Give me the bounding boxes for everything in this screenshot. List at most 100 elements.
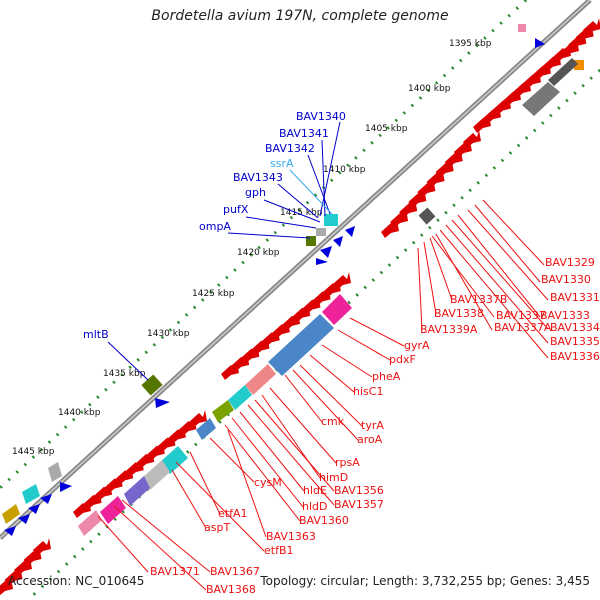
gene-label-rpsA[interactable]: rpsA	[335, 456, 360, 469]
leader-line	[417, 247, 423, 331]
cog-block	[142, 460, 170, 490]
gene-label-BAV1333[interactable]: BAV1333	[540, 309, 590, 322]
gene-arrow-forward	[231, 353, 250, 372]
gene-arrow-forward	[146, 442, 165, 461]
leader-line	[263, 199, 321, 223]
gene-label-BAV1371[interactable]: BAV1371	[150, 565, 200, 578]
gene-label-pheA[interactable]: pheA	[372, 370, 401, 383]
leader-line	[224, 424, 301, 522]
gene-arrow-forward	[333, 272, 351, 290]
gene-label-ssrA[interactable]: ssrA	[270, 157, 294, 170]
cog-block	[268, 314, 334, 376]
gene-label-mltB[interactable]: mltB	[83, 328, 109, 341]
gene-label-BAV1357[interactable]: BAV1357	[334, 498, 384, 511]
leader-line	[429, 237, 453, 301]
gene-label-gyrA[interactable]: gyrA	[404, 339, 430, 352]
gene-label-BAV1337[interactable]: BAV1337	[496, 309, 546, 322]
gene-arrow-forward	[241, 345, 260, 364]
gene-label-gph[interactable]: gph	[245, 186, 266, 199]
gene-arrow-forward	[463, 130, 481, 148]
gene-label-cmk[interactable]: cmk	[321, 415, 345, 428]
gene-label-aspT[interactable]: aspT	[204, 521, 230, 534]
gene-label-BAV1367[interactable]: BAV1367	[210, 565, 260, 578]
leader-line	[423, 241, 437, 315]
leader-line	[189, 451, 221, 515]
gene-label-himD[interactable]: himD	[319, 471, 348, 484]
gene-arrow-forward	[583, 18, 600, 36]
gene-label-aroA[interactable]: aroA	[357, 433, 383, 446]
gene-arrow-forward	[271, 321, 290, 340]
cog-block	[196, 418, 216, 440]
cog-block	[160, 446, 188, 474]
leader-line	[337, 329, 391, 361]
gene-label-etfB1[interactable]: etfB1	[264, 544, 294, 557]
cog-block	[324, 214, 338, 226]
gene-label-hldE[interactable]: hldE	[303, 484, 327, 497]
gene-label-BAV1337B[interactable]: BAV1337B	[450, 293, 507, 306]
gene-label-BAV1335[interactable]: BAV1335	[550, 335, 600, 348]
gene-arrow-forward	[399, 200, 418, 218]
gene-label-BAV1342[interactable]: BAV1342	[265, 142, 315, 155]
cog-block	[306, 236, 316, 246]
gene-arrow-reverse	[60, 482, 72, 492]
gene-label-BAV1368[interactable]: BAV1368	[206, 583, 256, 596]
leader-line	[239, 411, 305, 492]
gene-arrow-forward	[167, 426, 186, 445]
gene-arrow-forward	[426, 170, 445, 188]
gene-label-BAV1329[interactable]: BAV1329	[545, 256, 595, 269]
cog-block	[574, 60, 584, 70]
gene-arrow-forward	[4, 568, 23, 586]
cog-block	[2, 504, 20, 524]
cog-block	[518, 24, 526, 32]
leader-line	[431, 235, 495, 318]
gene-label-BAV1360[interactable]: BAV1360	[299, 514, 349, 527]
gene-arrow-forward	[417, 180, 436, 198]
gene-arrow-forward	[0, 578, 13, 596]
gene-label-BAV1334[interactable]: BAV1334	[550, 321, 600, 334]
gene-label-BAV1343[interactable]: BAV1343	[233, 171, 283, 184]
kbp-tick: 1430 kbp	[147, 329, 190, 339]
leader-line	[457, 214, 541, 318]
kbp-tick: 1420 kbp	[237, 248, 280, 258]
gene-label-cysM[interactable]: cysM	[254, 476, 282, 489]
leader-line	[175, 461, 265, 552]
leader-line	[307, 154, 331, 215]
gene-label-BAV1338[interactable]: BAV1338	[434, 307, 484, 320]
gene-label-BAV1337A[interactable]: BAV1337A	[494, 321, 552, 334]
gene-arrow-forward	[408, 190, 427, 208]
gene-label-ompA[interactable]: ompA	[199, 220, 231, 233]
cog-block	[548, 58, 578, 86]
gene-arrow-reverse	[535, 38, 545, 48]
label-leader-lines	[97, 121, 549, 591]
gene-arrow-forward	[435, 160, 454, 178]
gene-label-BAV1363[interactable]: BAV1363	[266, 530, 316, 543]
cog-block	[212, 400, 234, 422]
kbp-tick: 1410 kbp	[323, 165, 366, 175]
gene-label-etfA1[interactable]: etfA1	[218, 507, 247, 520]
gene-label-BAV1331[interactable]: BAV1331	[550, 291, 600, 304]
gene-arrow-reverse	[18, 514, 30, 524]
leader-line	[107, 341, 149, 381]
gene-label-BAV1340[interactable]: BAV1340	[296, 110, 346, 123]
gene-label-pufX[interactable]: pufX	[223, 203, 249, 216]
gene-label-BAV1356[interactable]: BAV1356	[334, 484, 384, 497]
leader-line	[277, 183, 319, 219]
gene-arrow-reverse	[28, 504, 40, 514]
reverse-strand-genes	[4, 38, 545, 536]
leader-line	[482, 199, 545, 266]
gene-arrow-forward	[543, 53, 561, 72]
gene-label-BAV1336[interactable]: BAV1336	[550, 350, 600, 363]
gene-label-tyrA[interactable]: tyrA	[361, 419, 384, 432]
gene-label-BAV1330[interactable]: BAV1330	[541, 273, 591, 286]
gene-arrow-forward	[312, 288, 331, 307]
kbp-tick: 1425 kbp	[192, 289, 235, 299]
gene-label-BAV1341[interactable]: BAV1341	[279, 127, 329, 140]
gene-label-pdxF[interactable]: pdxF	[389, 353, 416, 366]
gene-arrow-forward	[136, 450, 155, 469]
gene-label-BAV1339A[interactable]: BAV1339A	[420, 323, 478, 336]
leader-line	[321, 344, 373, 378]
cog-block	[322, 294, 352, 325]
gene-label-hisC1[interactable]: hisC1	[353, 385, 383, 398]
gene-arrow-reverse	[333, 236, 343, 247]
gene-label-hldD[interactable]: hldD	[302, 500, 327, 513]
